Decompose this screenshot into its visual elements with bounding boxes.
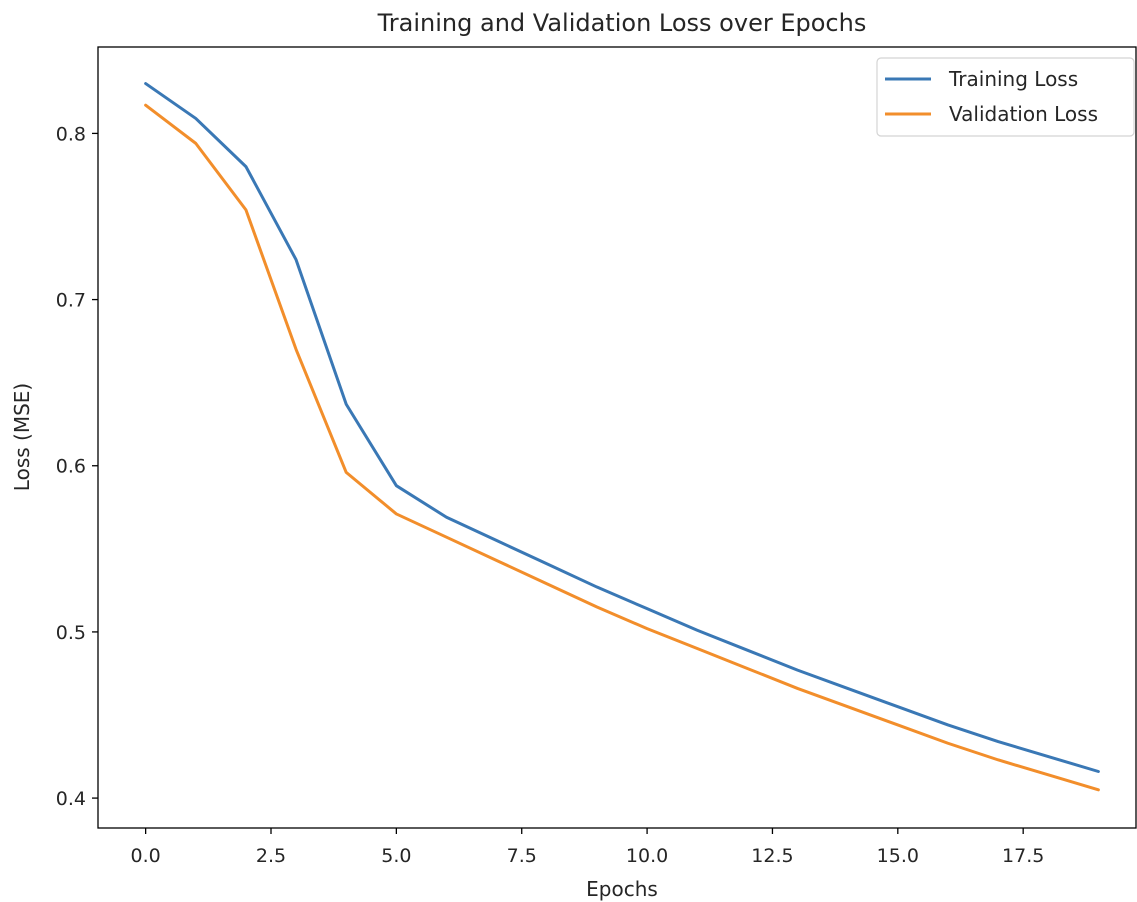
x-axis-label: Epochs bbox=[586, 877, 658, 901]
y-tick-label: 0.5 bbox=[56, 622, 86, 644]
x-tick-label: 17.5 bbox=[1002, 845, 1044, 867]
x-tick-label: 12.5 bbox=[751, 845, 793, 867]
axes-frame bbox=[97, 46, 1137, 829]
x-tick-label: 10.0 bbox=[626, 845, 668, 867]
chart-title: Training and Validation Loss over Epochs bbox=[377, 9, 867, 37]
y-tick-label: 0.7 bbox=[56, 290, 86, 312]
x-tick-label: 7.5 bbox=[507, 845, 537, 867]
x-tick-label: 5.0 bbox=[381, 845, 411, 867]
series-line-training-loss bbox=[144, 82, 1100, 773]
y-tick-label: 0.6 bbox=[56, 456, 86, 478]
series-line-validation-loss bbox=[144, 103, 1100, 792]
legend-label: Training Loss bbox=[948, 67, 1078, 91]
x-tick-label: 0.0 bbox=[131, 845, 161, 867]
y-tick-label: 0.8 bbox=[56, 123, 86, 145]
x-tick-label: 2.5 bbox=[256, 845, 286, 867]
x-axis: 0.0 2.5 5.0 7.5 10.0 12.5 15.0 17.5 bbox=[131, 828, 1044, 867]
legend-box bbox=[876, 57, 1135, 137]
plot-area bbox=[144, 82, 1100, 792]
y-tick-label: 0.4 bbox=[56, 788, 86, 810]
legend-label: Validation Loss bbox=[949, 102, 1098, 126]
y-axis-label: Loss (MSE) bbox=[10, 383, 34, 491]
legend: Training Loss Validation Loss bbox=[876, 57, 1135, 137]
x-tick-label: 15.0 bbox=[877, 845, 919, 867]
y-axis: 0.4 0.5 0.6 0.7 0.8 bbox=[56, 123, 98, 810]
